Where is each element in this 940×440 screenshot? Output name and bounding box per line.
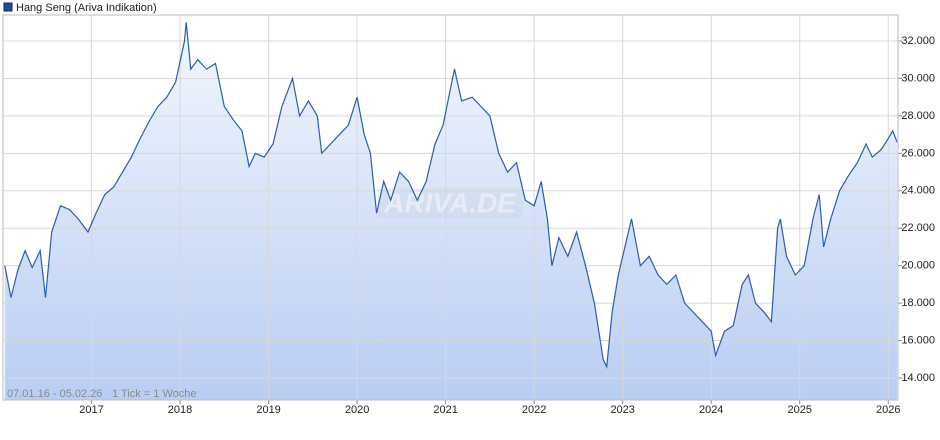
y-tick-label: 22.000 (901, 222, 935, 234)
x-tick-label: 2020 (345, 404, 369, 416)
legend-swatch (3, 2, 13, 12)
y-tick-label: 28.000 (901, 110, 935, 122)
y-tick-label: 32.000 (901, 35, 935, 47)
y-tick-label: 30.000 (901, 72, 935, 84)
x-tick-label: 2022 (522, 404, 546, 416)
x-tick-label: 2024 (699, 404, 723, 416)
x-tick-label: 2026 (876, 404, 900, 416)
date-range: 07.01.16 - 05.02.26 (7, 388, 102, 400)
area (4, 22, 898, 401)
x-tick-label: 2023 (610, 404, 634, 416)
watermark-bg (378, 188, 523, 218)
watermark: ARIVA.DE (383, 187, 517, 218)
line (4, 22, 898, 370)
legend-label: Hang Seng (Ariva Indikation) (16, 2, 157, 14)
y-tick-label: 26.000 (901, 147, 935, 159)
tick-note: 1 Tick = 1 Woche (112, 388, 196, 400)
plot-frame (2, 14, 899, 401)
x-tick-label: 2025 (787, 404, 811, 416)
x-tick-label: 2018 (168, 404, 192, 416)
x-tick-label: 2019 (256, 404, 280, 416)
x-tick-label: 2021 (433, 404, 457, 416)
y-tick-label: 16.000 (901, 334, 935, 346)
y-tick-label: 18.000 (901, 297, 935, 309)
y-tick-label: 14.000 (901, 372, 935, 384)
y-tick-label: 24.000 (901, 185, 935, 197)
x-tick-label: 2017 (79, 404, 103, 416)
y-tick-label: 20.000 (901, 260, 935, 272)
